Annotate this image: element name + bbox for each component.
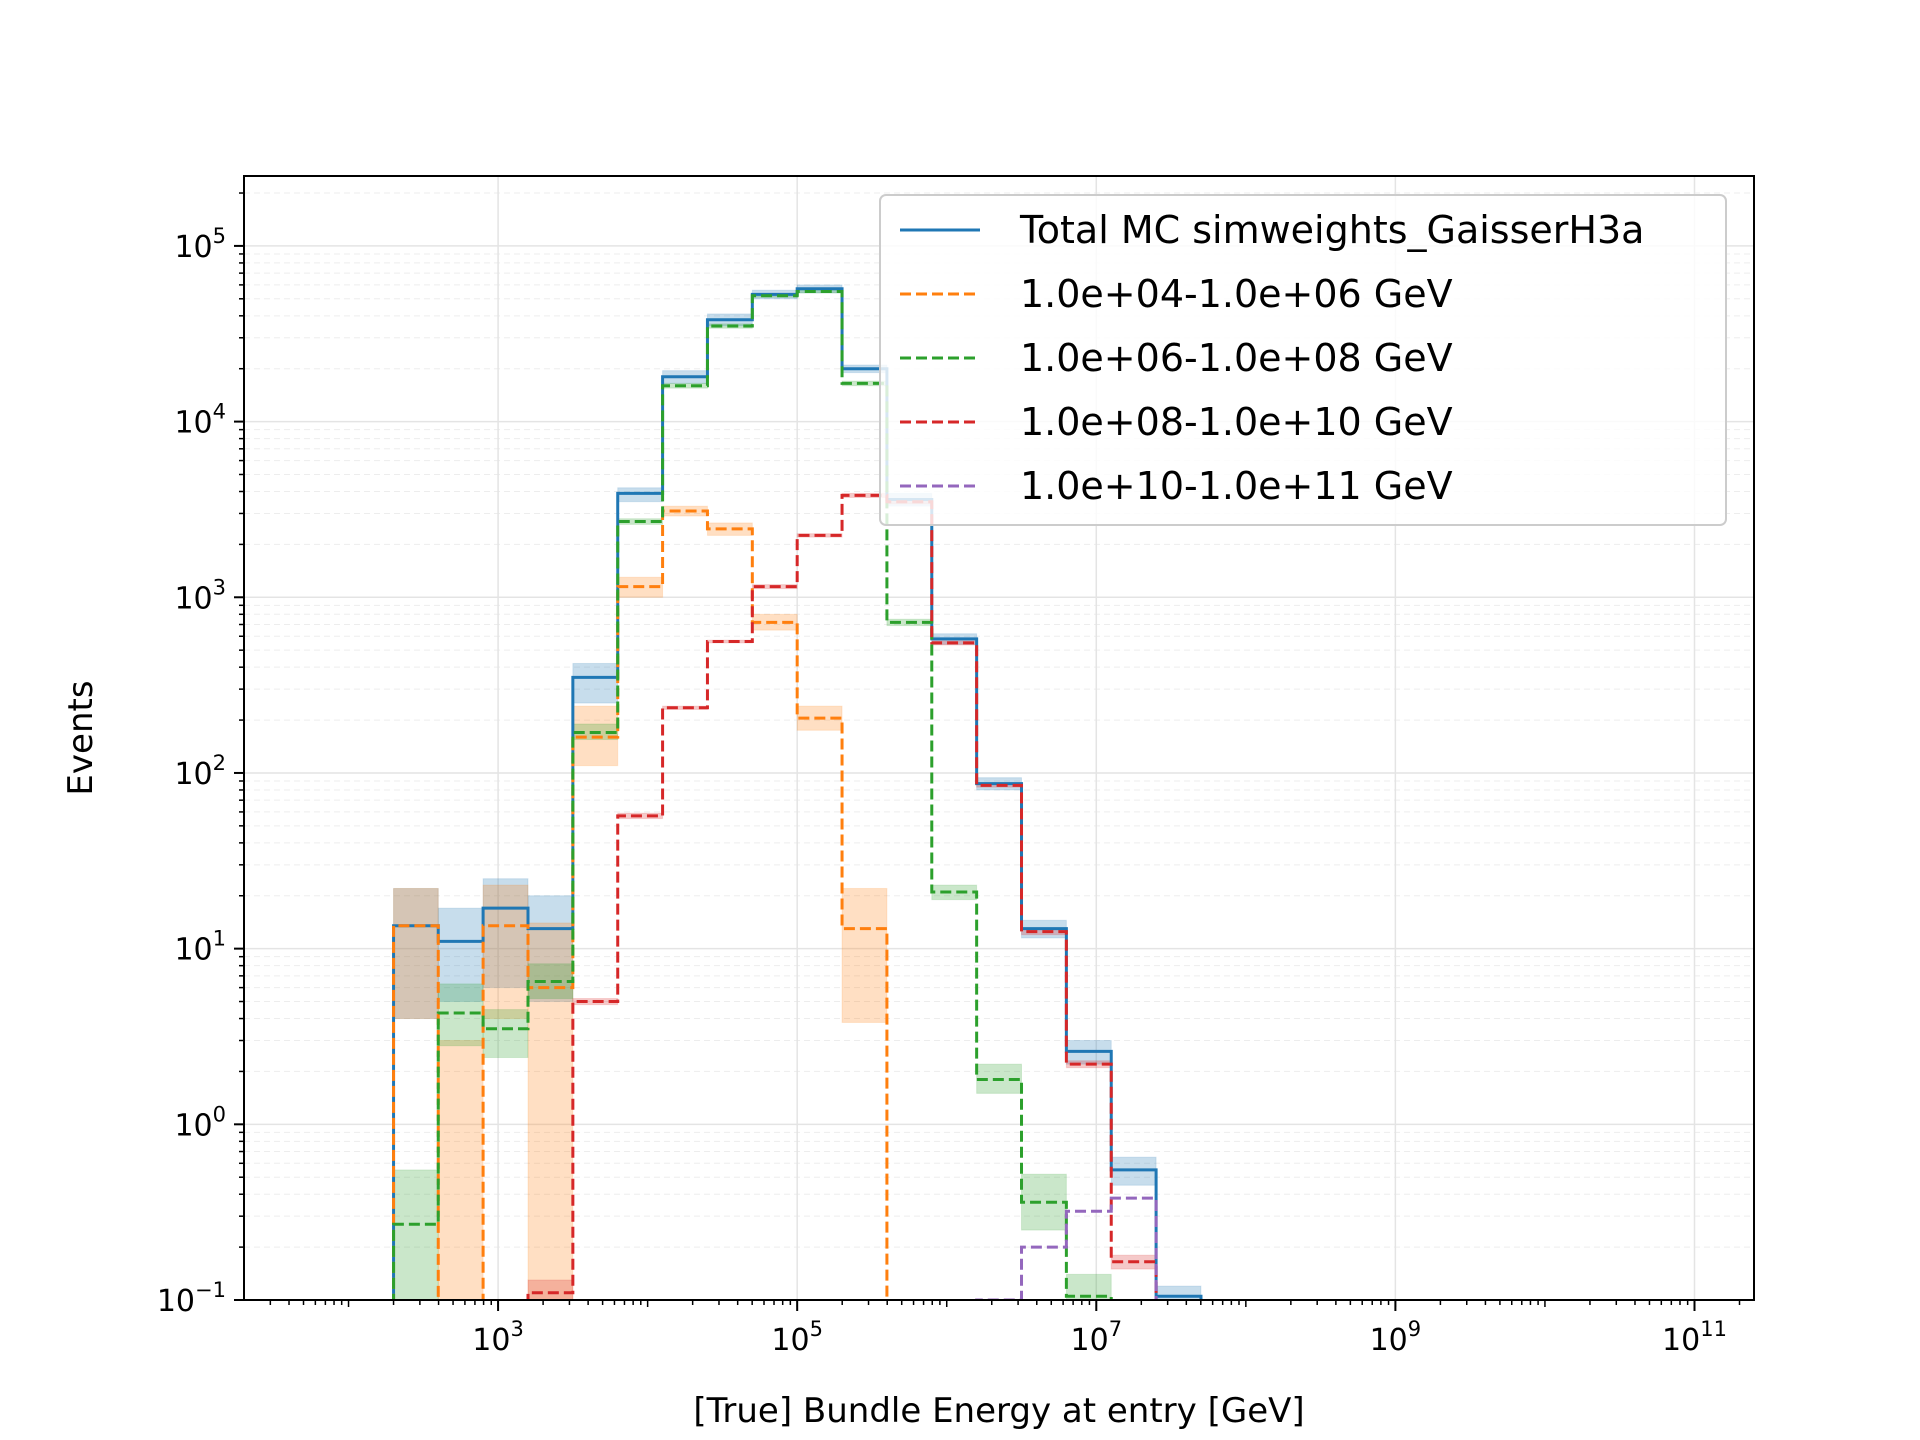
band-bin: [1021, 1173, 1067, 1231]
series-line-4: [975, 1196, 1158, 1300]
band-bin: [662, 505, 708, 517]
band-bin: [796, 289, 843, 294]
band-bin: [393, 887, 439, 1020]
band-bin: [482, 884, 529, 1020]
band-bin: [437, 907, 484, 1003]
legend-box: [879, 194, 1727, 526]
band-bin: [437, 983, 484, 1047]
band-bin: [527, 963, 574, 1000]
band-bin: [706, 522, 753, 536]
y-tick-label: 104: [174, 400, 226, 441]
band-bin: [572, 662, 619, 704]
band-bin: [527, 922, 574, 1300]
legend: Total MC simweights_GaisserH3a 1.0e+04-1.…: [879, 194, 1727, 526]
plot-frame: [243, 175, 1755, 1301]
legend-label-1: 1.0e+04-1.0e+06 GeV: [1020, 272, 1453, 316]
x-axis-label: [True] Bundle Energy at entry [GeV]: [693, 1391, 1304, 1431]
y-axis-label: Events: [61, 680, 101, 795]
legend-label-2: 1.0e+06-1.0e+08 GeV: [1020, 336, 1453, 380]
series-line-3: [526, 493, 1158, 1300]
x-tick-label: 107: [1071, 1317, 1123, 1358]
y-tick-label: 102: [174, 751, 226, 792]
band-bin: [482, 878, 529, 989]
band-bin: [437, 1039, 484, 1300]
x-tick-label: 1011: [1662, 1317, 1727, 1358]
band-bin: [931, 884, 978, 901]
grid: [244, 176, 1754, 1301]
series-lines: [392, 287, 1203, 1300]
y-tick-label: 10−1: [157, 1278, 226, 1319]
x-tick-label: 103: [472, 1317, 524, 1358]
legend-label-0: Total MC simweights_GaisserH3a: [1019, 208, 1644, 252]
x-tick-label: 105: [771, 1317, 823, 1358]
y-tick-label: 101: [174, 927, 226, 968]
band-bin: [393, 887, 439, 1020]
y-tick-label: 100: [174, 1102, 226, 1143]
band-bin: [482, 1009, 529, 1059]
legend-label-3: 1.0e+08-1.0e+10 GeV: [1020, 400, 1453, 444]
band-bin: [393, 1169, 439, 1300]
y-tick-label: 105: [174, 224, 226, 265]
band-bin: [841, 887, 888, 1023]
x-tick-label: 109: [1370, 1317, 1422, 1358]
legend-label-4: 1.0e+10-1.0e+11 GeV: [1020, 464, 1453, 508]
series-line-2: [392, 290, 1113, 1300]
y-tick-label: 103: [174, 575, 226, 616]
